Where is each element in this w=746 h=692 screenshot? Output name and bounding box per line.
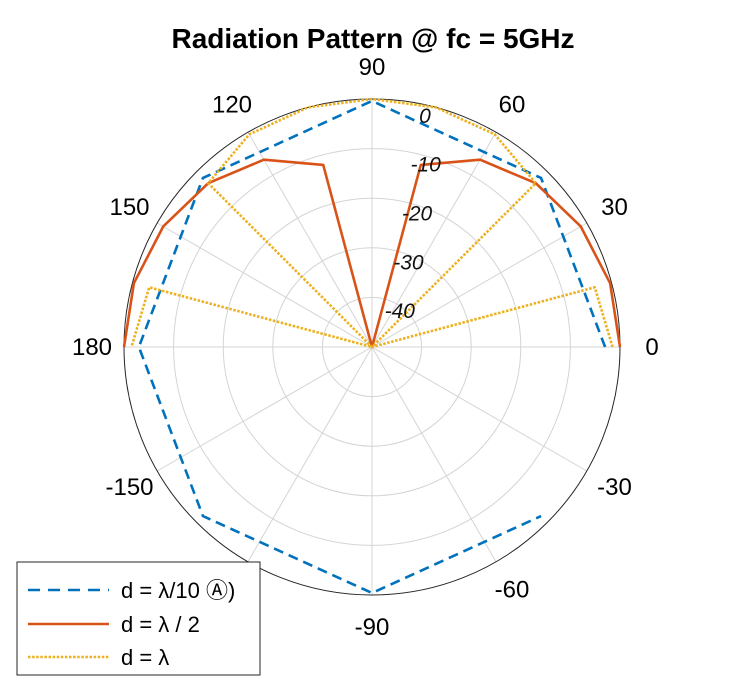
grid-spoke-1 bbox=[372, 223, 587, 347]
grid-spoke-5 bbox=[157, 223, 372, 347]
legend-label-lambda-10: d = λ/10 Ⓐ) bbox=[121, 578, 235, 603]
grid-spoke-7 bbox=[157, 347, 372, 471]
angle-tick-label: 60 bbox=[499, 92, 526, 119]
radial-tick-label: -30 bbox=[393, 251, 424, 274]
radial-tick-label: 0 bbox=[419, 105, 431, 128]
angle-tick-label: 0 bbox=[645, 334, 658, 361]
grid-spoke-10 bbox=[372, 347, 496, 562]
radial-tick-labels: 0 -10 -20 -30 -40 bbox=[385, 105, 442, 323]
radial-tick-label: -10 bbox=[410, 154, 441, 177]
angle-tick-label: 30 bbox=[601, 194, 628, 221]
angle-tick-label: 120 bbox=[212, 92, 252, 119]
angle-tick-label: -90 bbox=[355, 614, 390, 641]
angle-tick-label: -60 bbox=[495, 576, 530, 603]
chart-title: Radiation Pattern @ fc = 5GHz bbox=[171, 23, 574, 54]
angle-tick-label: 150 bbox=[109, 194, 149, 221]
angle-tick-label: 180 bbox=[72, 334, 112, 361]
angle-tick-label: 90 bbox=[359, 54, 386, 81]
radial-tick-label: -20 bbox=[402, 202, 433, 225]
legend-label-lambda-half: d = λ / 2 bbox=[121, 612, 200, 637]
legend-label-lambda: d = λ bbox=[121, 645, 169, 670]
angle-tick-label: -150 bbox=[105, 474, 153, 501]
grid-spoke-11 bbox=[372, 347, 587, 471]
grid-spoke-8 bbox=[248, 347, 372, 562]
angle-tick-label: -30 bbox=[597, 474, 632, 501]
legend: d = λ/10 Ⓐ) d = λ / 2 d = λ bbox=[17, 562, 260, 675]
radial-tick-label: -40 bbox=[385, 300, 416, 323]
